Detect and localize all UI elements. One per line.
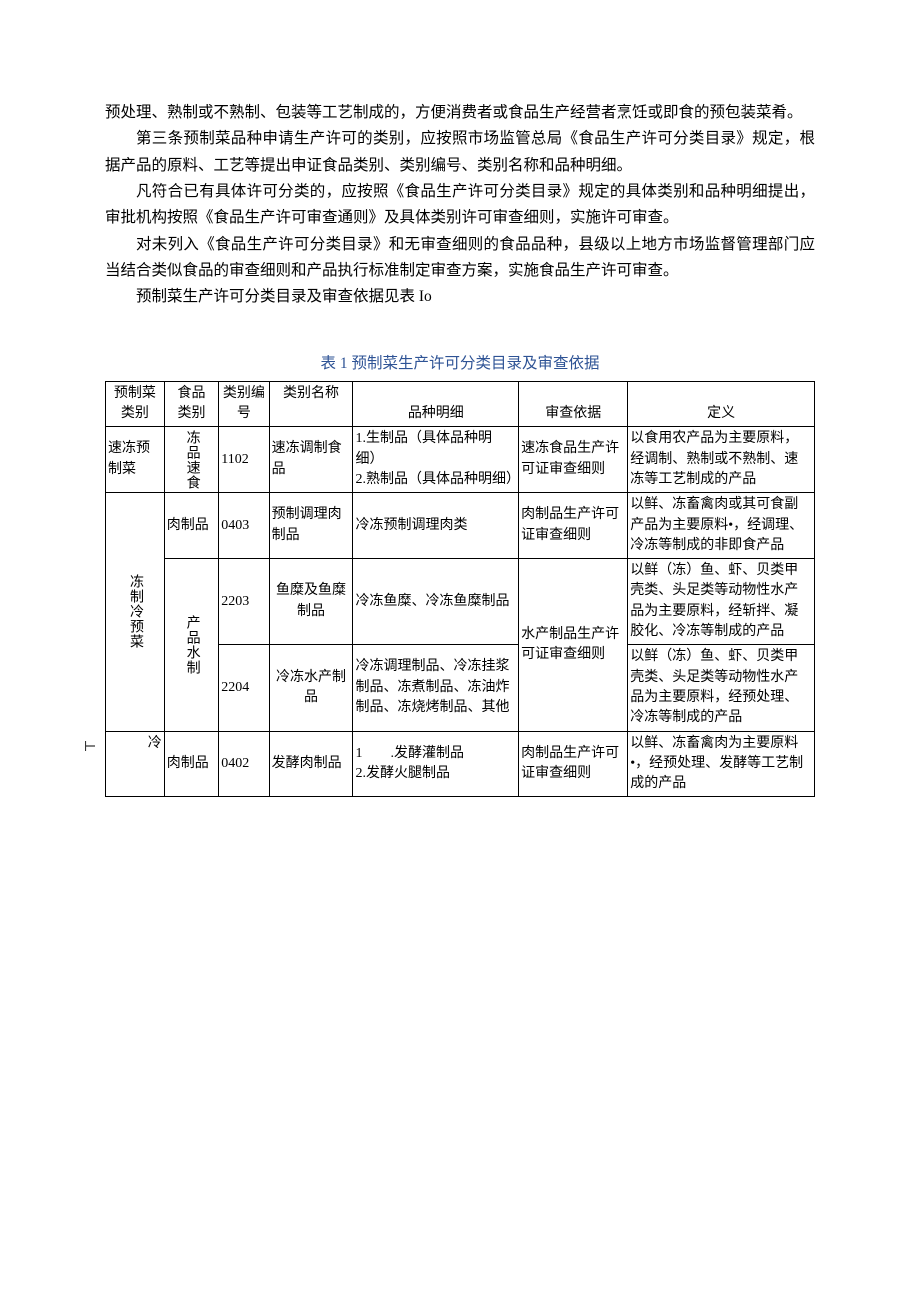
cell-variety-detail: 1.生制品（具体品种明细） 2.熟制品（具体品种明细） xyxy=(353,427,519,493)
header-definition: 定义 xyxy=(628,381,815,427)
classification-table: 预制菜 类别 食品 类别 类别编 号 类别名称 品种明细 审查依据 定义 速冻预… xyxy=(105,381,815,798)
header-text: 类别 xyxy=(121,406,149,421)
vertical-label: 冻制冷预菜 xyxy=(125,574,145,649)
paragraph-1: 预处理、熟制或不熟制、包装等工艺制成的，方便消费者或食品生产经营者烹饪或即食的预… xyxy=(105,100,815,126)
cell-category-name: 速冻调制食品 xyxy=(269,427,353,493)
cell-review-basis: 肉制品生产许可证审查细则 xyxy=(519,731,628,797)
vertical-label: 产品水制 xyxy=(181,615,201,675)
cell-code: 0402 xyxy=(219,731,269,797)
header-variety-detail: 品种明细 xyxy=(353,381,519,427)
cell-code: 1102 xyxy=(219,427,269,493)
cell-premade-category: ⊢ 冷 xyxy=(106,731,165,797)
header-text: 类别 xyxy=(177,406,205,421)
cell-code: 0403 xyxy=(219,493,269,559)
cell-definition: 以鲜、冻畜禽肉为主要原料•，经预处理、发酵等工艺制成的产品 xyxy=(628,731,815,797)
cell-variety-detail: 1 .发酵灌制品 2.发酵火腿制品 xyxy=(353,731,519,797)
cell-variety-detail: 冷冻调理制品、冷冻挂浆制品、冻煮制品、冻油炸制品、冻烧烤制品、其他 xyxy=(353,645,519,731)
cell-food-category: 肉制品 xyxy=(164,493,219,559)
cell-text: 冷 xyxy=(148,736,162,751)
cell-variety-detail: 冷冻预制调理肉类 xyxy=(353,493,519,559)
header-category-1: 预制菜 类别 xyxy=(106,381,165,427)
table-header-row: 预制菜 类别 食品 类别 类别编 号 类别名称 品种明细 审查依据 定义 xyxy=(106,381,815,427)
document-body: 预处理、熟制或不熟制、包装等工艺制成的，方便消费者或食品生产经营者烹饪或即食的预… xyxy=(105,100,815,797)
cell-premade-category: 冻制冷预菜 xyxy=(106,493,165,731)
cell-definition: 以鲜（冻）鱼、虾、贝类甲壳类、头足类等动物性水产品为主要原料，经斩拌、凝胶化、冷… xyxy=(628,559,815,645)
cell-review-basis: 肉制品生产许可证审查细则 xyxy=(519,493,628,559)
table-title: 表 1 预制菜生产许可分类目录及审查依据 xyxy=(105,351,815,373)
cell-review-basis: 水产制品生产许可证审查细则 xyxy=(519,559,628,731)
header-category-code: 类别编 号 xyxy=(219,381,269,427)
header-text: 食品 xyxy=(177,386,205,401)
cell-food-category: 产品水制 xyxy=(164,559,219,731)
cell-definition: 以鲜、冻畜禽肉或其可食副产品为主要原料•，经调理、冷冻等制成的非即食产品 xyxy=(628,493,815,559)
cell-category-name: 冷冻水产制品 xyxy=(269,645,353,731)
cell-code: 2204 xyxy=(219,645,269,731)
table-row: 速冻预制菜 冻品速食 1102 速冻调制食品 1.生制品（具体品种明细） 2.熟… xyxy=(106,427,815,493)
cell-food-category: 冻品速食 xyxy=(164,427,219,493)
header-text: 号 xyxy=(237,406,251,421)
header-category-name: 类别名称 xyxy=(269,381,353,427)
cell-definition: 以食用农产品为主要原料，经调制、熟制或不熟制、速冻等工艺制成的产品 xyxy=(628,427,815,493)
cell-definition: 以鲜（冻）鱼、虾、贝类甲壳类、头足类等动物性水产品为主要原料，经预处理、冷冻等制… xyxy=(628,645,815,731)
paragraph-3: 凡符合已有具体许可分类的，应按照《食品生产许可分类目录》规定的具体类别和品种明细… xyxy=(105,179,815,232)
header-food-category: 食品 类别 xyxy=(164,381,219,427)
header-review-basis: 审查依据 xyxy=(519,381,628,427)
header-text: 类别编 xyxy=(223,386,265,401)
table-row: ⊢ 冷 肉制品 0402 发酵肉制品 1 .发酵灌制品 2.发酵火腿制品 肉制品… xyxy=(106,731,815,797)
cell-category-name: 鱼糜及鱼糜制品 xyxy=(269,559,353,645)
cell-code: 2203 xyxy=(219,559,269,645)
cell-review-basis: 速冻食品生产许可证审查细则 xyxy=(519,427,628,493)
cell-variety-detail: 冷冻鱼糜、冷冻鱼糜制品 xyxy=(353,559,519,645)
cell-food-category: 肉制品 xyxy=(164,731,219,797)
paragraph-4: 对未列入《食品生产许可分类目录》和无审查细则的食品品种，县级以上地方市场监督管理… xyxy=(105,232,815,285)
table-row: 冻制冷预菜 肉制品 0403 预制调理肉制品 冷冻预制调理肉类 肉制品生产许可证… xyxy=(106,493,815,559)
header-text: 预制菜 xyxy=(114,386,156,401)
cell-category-name: 预制调理肉制品 xyxy=(269,493,353,559)
paragraph-5: 预制菜生产许可分类目录及审查依据见表 Io xyxy=(105,284,815,310)
cell-category-name: 发酵肉制品 xyxy=(269,731,353,797)
vertical-label: 冻品速食 xyxy=(181,430,201,490)
margin-glyph: ⊢ xyxy=(84,738,96,758)
paragraph-2: 第三条预制菜品种申请生产许可的类别，应按照市场监管总局《食品生产许可分类目录》规… xyxy=(105,126,815,179)
table-row: 产品水制 2203 鱼糜及鱼糜制品 冷冻鱼糜、冷冻鱼糜制品 水产制品生产许可证审… xyxy=(106,559,815,645)
cell-premade-category: 速冻预制菜 xyxy=(106,427,165,493)
